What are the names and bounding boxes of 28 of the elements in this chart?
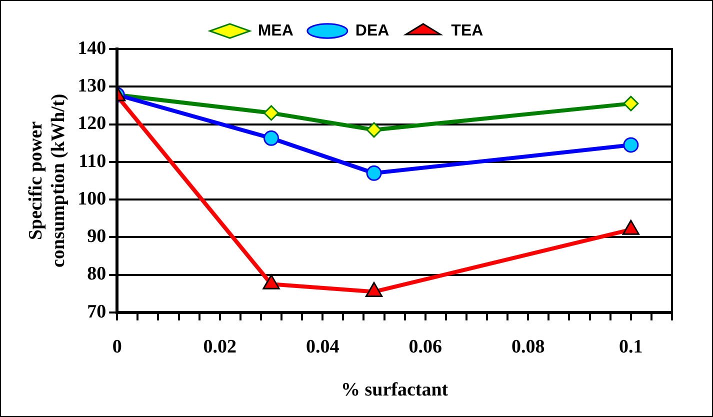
- point: [623, 96, 639, 112]
- point: [366, 165, 382, 181]
- x-tick-label: 0.1: [619, 336, 643, 358]
- point: [623, 137, 639, 153]
- legend-label: MEA: [258, 22, 294, 40]
- x-tick-label: 0.02: [203, 336, 236, 358]
- y-tick-label: 90: [87, 226, 106, 248]
- point: [262, 274, 280, 290]
- y-tick-label: 110: [78, 150, 106, 172]
- x-tick-label: 0: [112, 336, 122, 358]
- x-tick-label: 0.06: [408, 336, 442, 358]
- y-tick-label: 120: [78, 113, 106, 134]
- y-axis-title: Specific power consumption (kWh/t): [25, 94, 70, 268]
- x-axis-title: % surfactant: [340, 380, 449, 401]
- x-tick-label: 0.08: [512, 336, 545, 358]
- y-tick-label: 130: [78, 76, 106, 97]
- legend-label: TEA: [451, 22, 484, 40]
- y-tick-label: 100: [78, 188, 106, 210]
- legend-label: DEA: [355, 22, 390, 40]
- point: [263, 105, 279, 121]
- y-tick-label: 80: [87, 264, 106, 285]
- point: [365, 282, 383, 297]
- point: [366, 122, 382, 138]
- x-tick-label: 0.04: [306, 336, 340, 358]
- y-tick-label: 140: [78, 38, 106, 59]
- point: [622, 220, 640, 235]
- y-tick-label: 70: [87, 301, 106, 322]
- point: [263, 130, 279, 146]
